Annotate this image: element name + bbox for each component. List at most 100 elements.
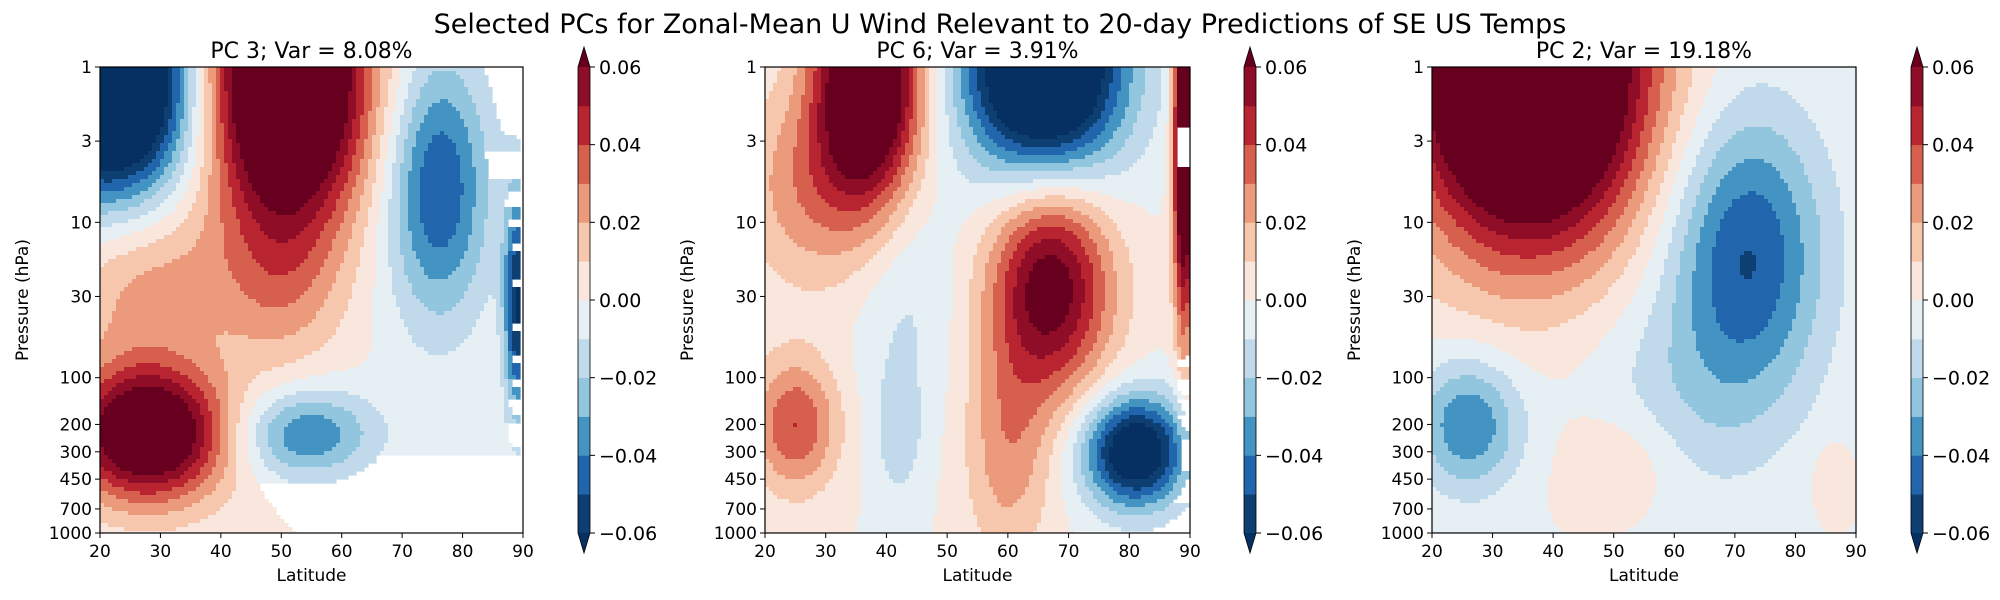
y-tick-label: 10: [70, 213, 92, 233]
y-tick-label: 1000: [714, 524, 757, 544]
colorbar-bin: [578, 377, 590, 417]
colorbar-bin: [1244, 222, 1256, 262]
colorbar-tick-label: 0.06: [1932, 57, 1974, 79]
colorbar-bin: [1911, 494, 1923, 534]
colorbar-bin: [1244, 416, 1256, 456]
x-axis-label: Latitude: [1609, 566, 1679, 586]
x-tick-label: 20: [89, 542, 111, 562]
colorbar-bin: [1244, 105, 1256, 146]
colorbar-tick-label: 0.04: [599, 135, 641, 157]
y-tick-label: 30: [735, 287, 757, 307]
y-tick-label: 100: [1392, 369, 1424, 389]
x-tick-label: 30: [1482, 542, 1504, 562]
x-axis-label: Latitude: [277, 566, 347, 586]
colorbar-tick-label: 0.02: [599, 212, 641, 234]
chart-panel-3: PC 2; Var = 19.18% 20 30 40 50 60 70 80 90 Latitu…: [1345, 39, 1990, 586]
colorbar-bin: [1911, 183, 1923, 223]
colorbar-bin: [1244, 455, 1256, 495]
colorbar-bin: [1244, 300, 1256, 340]
x-tick-label: 70: [391, 542, 413, 562]
y-tick-label: 700: [725, 500, 757, 520]
x-tick-label: 40: [210, 542, 232, 562]
y-tick-label: 450: [725, 470, 757, 490]
y-tick-label: 3: [1413, 132, 1424, 152]
x-tick-label: 40: [1542, 542, 1564, 562]
colorbar-tick-label: 0.04: [1265, 135, 1307, 157]
panel-title: PC 3; Var = 8.08%: [210, 39, 412, 64]
y-tick-label: 1000: [49, 524, 92, 544]
y-tick-label: 700: [60, 500, 92, 520]
x-tick-label: 80: [452, 542, 474, 562]
colorbar-bin: [1911, 261, 1923, 301]
colorbar-bin: [1911, 377, 1923, 417]
y-tick-label: 450: [1392, 470, 1424, 490]
colorbar-bin: [1911, 144, 1923, 184]
x-tick-label: 90: [512, 542, 534, 562]
colorbar-bin: [578, 338, 590, 379]
colorbar-tick-label: −0.02: [1265, 368, 1323, 390]
colorbar-tick-label: −0.06: [1932, 523, 1990, 545]
figure-title: Selected PCs for Zonal-Mean U Wind Relev…: [434, 9, 1567, 40]
colorbar-extend-min: [1244, 533, 1256, 553]
y-tick-label: 10: [1402, 213, 1424, 233]
y-tick-label: 1000: [1381, 524, 1424, 544]
y-tick-label: 1: [81, 58, 92, 78]
x-tick-label: 50: [1603, 542, 1625, 562]
colorbar-extend-max: [1911, 47, 1923, 67]
colorbar-tick-label: −0.04: [1932, 445, 1990, 467]
x-tick-label: 90: [1845, 542, 1867, 562]
colorbar-extend-min: [578, 533, 590, 553]
panel-title: PC 2; Var = 19.18%: [1536, 39, 1752, 64]
x-tick-label: 60: [331, 542, 353, 562]
colorbar: 0.06 0.04 0.02 0.00 −0.02 −0.04 −0.06: [1910, 45, 1990, 555]
colorbar-bin: [1244, 261, 1256, 301]
colorbar-bin: [578, 416, 590, 456]
chart-panel-1: PC 3; Var = 8.08% 20 30 40 50 60 70 80 90 Latitud…: [13, 39, 657, 586]
plot-frame: [99, 66, 524, 534]
contour-field: [1432, 67, 1856, 533]
colorbar-extend-max: [1244, 47, 1256, 67]
y-axis-label: Pressure (hPa): [1345, 239, 1365, 361]
x-tick-label: 50: [936, 542, 958, 562]
colorbar-tick-label: 0.06: [1265, 57, 1307, 79]
colorbar-bin: [1911, 455, 1923, 495]
y-tick-label: 100: [60, 369, 92, 389]
colorbar-tick-label: 0.04: [1932, 135, 1974, 157]
colorbar-tick-label: 0.00: [1265, 290, 1307, 312]
plot-frame: [764, 66, 1191, 534]
colorbar-bin: [578, 144, 590, 184]
colorbar-tick-label: −0.06: [1265, 523, 1323, 545]
colorbar-bin: [1244, 494, 1256, 534]
colorbar-bin: [1911, 416, 1923, 456]
colorbar-bin: [578, 183, 590, 223]
x-tick-label: 20: [754, 542, 776, 562]
colorbar-bin: [578, 261, 590, 301]
x-tick-label: 90: [1179, 542, 1201, 562]
contour-field: [765, 67, 1190, 533]
y-tick-label: 200: [1392, 415, 1424, 435]
colorbar-bin: [1244, 338, 1256, 379]
plot-frame: [1431, 66, 1857, 534]
y-tick-label: 3: [81, 132, 92, 152]
colorbar-bin: [578, 300, 590, 340]
y-tick-label: 100: [725, 369, 757, 389]
colorbar-bin: [1244, 67, 1256, 107]
x-tick-label: 60: [997, 542, 1019, 562]
x-tick-label: 70: [1724, 542, 1746, 562]
x-tick-label: 40: [876, 542, 898, 562]
x-tick-label: 70: [1058, 542, 1080, 562]
y-axis-label: Pressure (hPa): [678, 239, 698, 361]
colorbar-bin: [578, 105, 590, 146]
chart-panel-2: PC 6; Var = 3.91% 20 30 40 50 60 70 80 90 Latitud…: [678, 39, 1323, 586]
colorbar-bin: [578, 455, 590, 495]
colorbar-extend-max: [578, 47, 590, 67]
x-tick-label: 80: [1785, 542, 1807, 562]
y-tick-label: 10: [735, 213, 757, 233]
colorbar-tick-label: 0.00: [1932, 290, 1974, 312]
colorbar-bin: [578, 494, 590, 534]
panel-title: PC 6; Var = 3.91%: [876, 39, 1078, 64]
y-tick-label: 300: [60, 443, 92, 463]
colorbar-bin: [1911, 222, 1923, 262]
colorbar-tick-label: 0.06: [599, 57, 641, 79]
